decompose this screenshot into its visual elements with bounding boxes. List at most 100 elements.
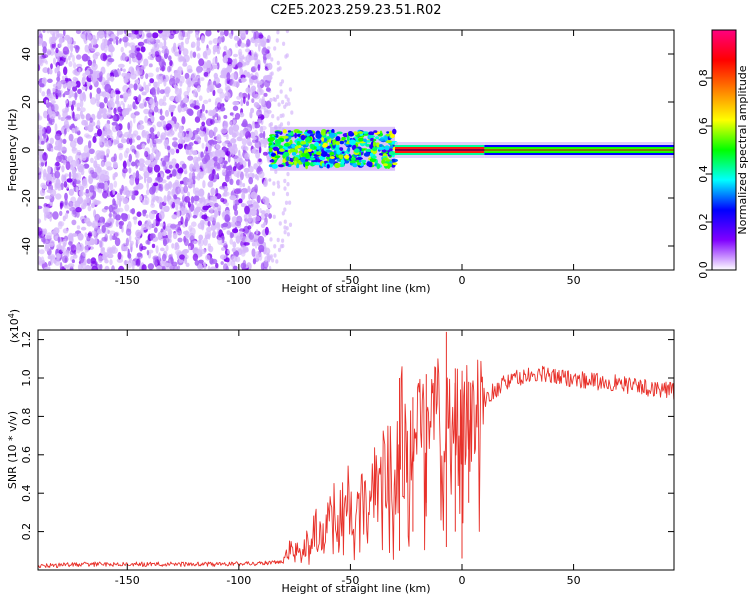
noise-blob — [118, 70, 121, 76]
noise-blob — [65, 161, 71, 171]
noise-blob — [242, 183, 246, 188]
noise-blob — [240, 245, 247, 254]
noise-blob — [115, 214, 121, 221]
noise-blob — [94, 236, 98, 245]
noise-blob — [146, 249, 150, 256]
noise-blob — [54, 123, 58, 132]
noise-blob — [284, 54, 288, 59]
noise-blob — [100, 169, 107, 176]
colorbar-title: Normalized spectral amplitude — [736, 65, 749, 234]
noise-blob — [101, 237, 107, 242]
y-tick-label: 0.2 — [20, 523, 33, 541]
noise-blob — [170, 148, 175, 155]
noise-blob — [71, 219, 77, 226]
noise-blob — [93, 160, 98, 169]
signal-blob — [354, 148, 360, 153]
noise-blob — [253, 163, 259, 170]
noise-blob — [286, 97, 290, 102]
noise-blob — [78, 243, 84, 252]
noise-blob — [248, 165, 254, 173]
signal-blob — [387, 163, 392, 168]
noise-blob — [207, 265, 211, 270]
noise-blob — [90, 230, 97, 237]
noise-blob — [215, 262, 219, 269]
noise-blob — [88, 148, 95, 155]
noise-blob — [217, 237, 223, 246]
noise-blob — [232, 119, 236, 125]
noise-blob — [169, 173, 173, 178]
noise-blob — [288, 200, 292, 205]
noise-blob — [118, 63, 125, 68]
noise-blob — [149, 127, 155, 134]
noise-blob — [173, 265, 178, 270]
noise-blob — [60, 116, 64, 122]
noise-blob — [115, 123, 119, 132]
noise-blob — [225, 265, 230, 270]
noise-blob — [52, 211, 59, 220]
noise-blob — [39, 86, 42, 93]
signal-blob — [363, 138, 367, 143]
noise-blob — [195, 65, 203, 74]
noise-blob — [258, 98, 263, 104]
noise-blob — [77, 165, 83, 170]
snr-panel: -150 -100 -50 0 50 0.2 0.4 0.6 0.8 1.0 1.2 Height… — [6, 309, 675, 595]
signal-blob — [282, 135, 289, 139]
noise-blob — [49, 68, 53, 75]
noise-blob — [142, 165, 148, 173]
noise-blob — [135, 170, 140, 179]
signal-blob — [369, 144, 374, 150]
noise-blob — [263, 178, 267, 187]
noise-blob — [143, 171, 150, 179]
noise-blob — [217, 50, 220, 55]
noise-blob — [200, 35, 205, 44]
noise-blob — [199, 162, 203, 167]
noise-blob — [72, 76, 78, 81]
noise-blob — [102, 253, 106, 261]
noise-blob — [136, 183, 144, 190]
noise-blob — [272, 214, 276, 219]
noise-blob — [276, 180, 280, 185]
noise-blob — [73, 62, 77, 69]
noise-blob — [184, 258, 188, 264]
noise-blob — [283, 186, 287, 191]
noise-blob — [180, 216, 184, 225]
noise-blob — [56, 76, 61, 82]
noise-blob — [97, 172, 102, 180]
noise-blob — [163, 78, 167, 87]
noise-blob — [199, 251, 203, 257]
noise-blob — [175, 186, 181, 195]
noise-blob — [158, 252, 161, 260]
noise-blob — [90, 46, 97, 52]
signal-blob — [356, 157, 363, 160]
noise-blob — [240, 30, 246, 38]
noise-blob — [142, 210, 146, 217]
noise-blob — [138, 176, 144, 180]
noise-blob — [232, 241, 237, 249]
noise-blob — [266, 109, 272, 114]
noise-blob — [265, 74, 271, 81]
noise-blob — [72, 85, 78, 92]
noise-blob — [164, 155, 170, 162]
noise-blob — [258, 158, 262, 163]
noise-blob — [187, 201, 191, 208]
noise-blob — [262, 130, 266, 139]
noise-blob — [104, 181, 108, 191]
noise-blob — [167, 197, 174, 206]
noise-blob — [136, 84, 142, 90]
noise-blob — [68, 61, 73, 67]
noise-blob — [201, 103, 205, 112]
noise-blob — [72, 254, 78, 259]
noise-blob — [103, 174, 110, 182]
noise-blob — [38, 64, 41, 72]
noise-blob — [234, 112, 241, 120]
noise-blob — [237, 187, 242, 194]
noise-blob — [79, 255, 85, 264]
noise-blob — [223, 115, 228, 119]
noise-blob — [197, 168, 202, 175]
noise-blob — [112, 217, 115, 223]
noise-blob — [240, 99, 244, 107]
signal-blob — [378, 146, 386, 150]
noise-blob — [110, 51, 113, 58]
noise-blob — [279, 89, 283, 94]
noise-blob — [139, 163, 145, 168]
